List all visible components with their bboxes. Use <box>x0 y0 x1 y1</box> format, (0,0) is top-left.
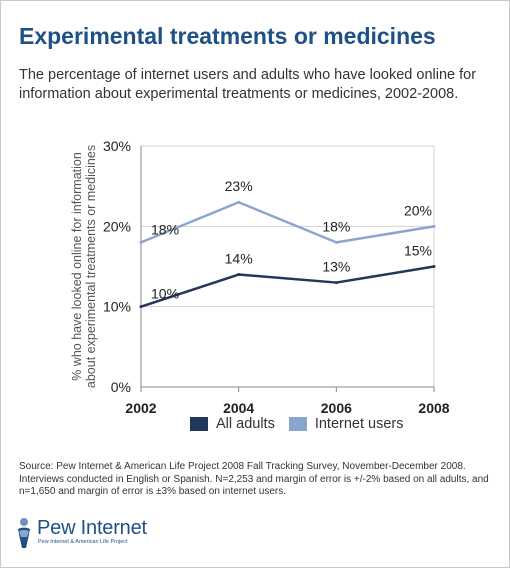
line-chart: 0% 10% 20% 30% 2002 2004 2006 2008 10% 14% 13% 15%… <box>70 138 450 416</box>
data-point-internet-users <box>237 200 241 204</box>
x-tick-label: 2008 <box>418 400 449 416</box>
data-label-all-adults: 13% <box>322 259 350 275</box>
legend-swatch-internet-users <box>288 417 307 431</box>
logo-name: Pew Internet <box>37 517 147 539</box>
data-point-internet-users <box>432 224 436 228</box>
source-note: Source: Pew Internet & American Life Pro… <box>19 461 489 497</box>
logo-tagline: Pew Internet & American Life Project <box>38 539 128 545</box>
x-tick-label: 2006 <box>321 400 352 416</box>
data-point-all-adults <box>237 273 241 277</box>
data-label-all-adults: 10% <box>151 286 179 302</box>
chart-legend: All adults Internet users <box>190 415 418 433</box>
pew-person-icon <box>18 518 30 548</box>
y-axis-label-line-2: about experimental treatments or medicin… <box>84 145 98 388</box>
y-axis-label-line-1: % who have looked online for information <box>70 152 84 381</box>
y-tick-label: 30% <box>103 138 131 154</box>
data-label-internet-users: 18% <box>151 221 179 237</box>
data-label-internet-users: 20% <box>404 202 432 218</box>
data-labels: 10% 14% 13% 15% 18% 23% 18% 20% <box>151 178 432 301</box>
legend-label-all-adults: All adults <box>216 416 275 432</box>
data-label-all-adults: 15% <box>404 243 432 259</box>
y-tick-label: 10% <box>103 299 131 315</box>
data-label-all-adults: 14% <box>225 251 253 267</box>
legend-label-internet-users: Internet users <box>314 416 404 432</box>
x-tick-label: 2002 <box>125 400 156 416</box>
pew-internet-logo: Pew Internet Pew Internet & American Lif… <box>15 515 215 551</box>
grid-lines <box>141 145 435 387</box>
legend-item-internet-users: Internet users <box>288 416 404 432</box>
y-tick-label: 0% <box>111 379 131 395</box>
data-point-all-adults <box>334 281 338 285</box>
legend-item-all-adults: All adults <box>190 416 275 432</box>
data-point-internet-users <box>334 240 338 244</box>
legend-swatch-all-adults <box>190 417 208 431</box>
data-point-all-adults <box>432 265 436 268</box>
data-point-internet-users <box>139 240 143 244</box>
chart-subtitle: The percentage of internet users and adu… <box>19 67 477 102</box>
data-point-all-adults <box>139 305 143 309</box>
x-tick-label: 2004 <box>223 400 254 416</box>
series-line-internet-users <box>140 200 435 244</box>
data-label-internet-users: 23% <box>225 178 253 194</box>
data-label-internet-users: 18% <box>322 218 350 234</box>
series-lines <box>139 200 436 309</box>
chart-title: Experimental treatments or medicines <box>19 23 436 49</box>
axes: 0% 10% 20% 30% 2002 2004 2006 2008 <box>103 138 450 416</box>
series-line-all-adults <box>140 265 435 308</box>
y-tick-label: 20% <box>103 218 131 234</box>
